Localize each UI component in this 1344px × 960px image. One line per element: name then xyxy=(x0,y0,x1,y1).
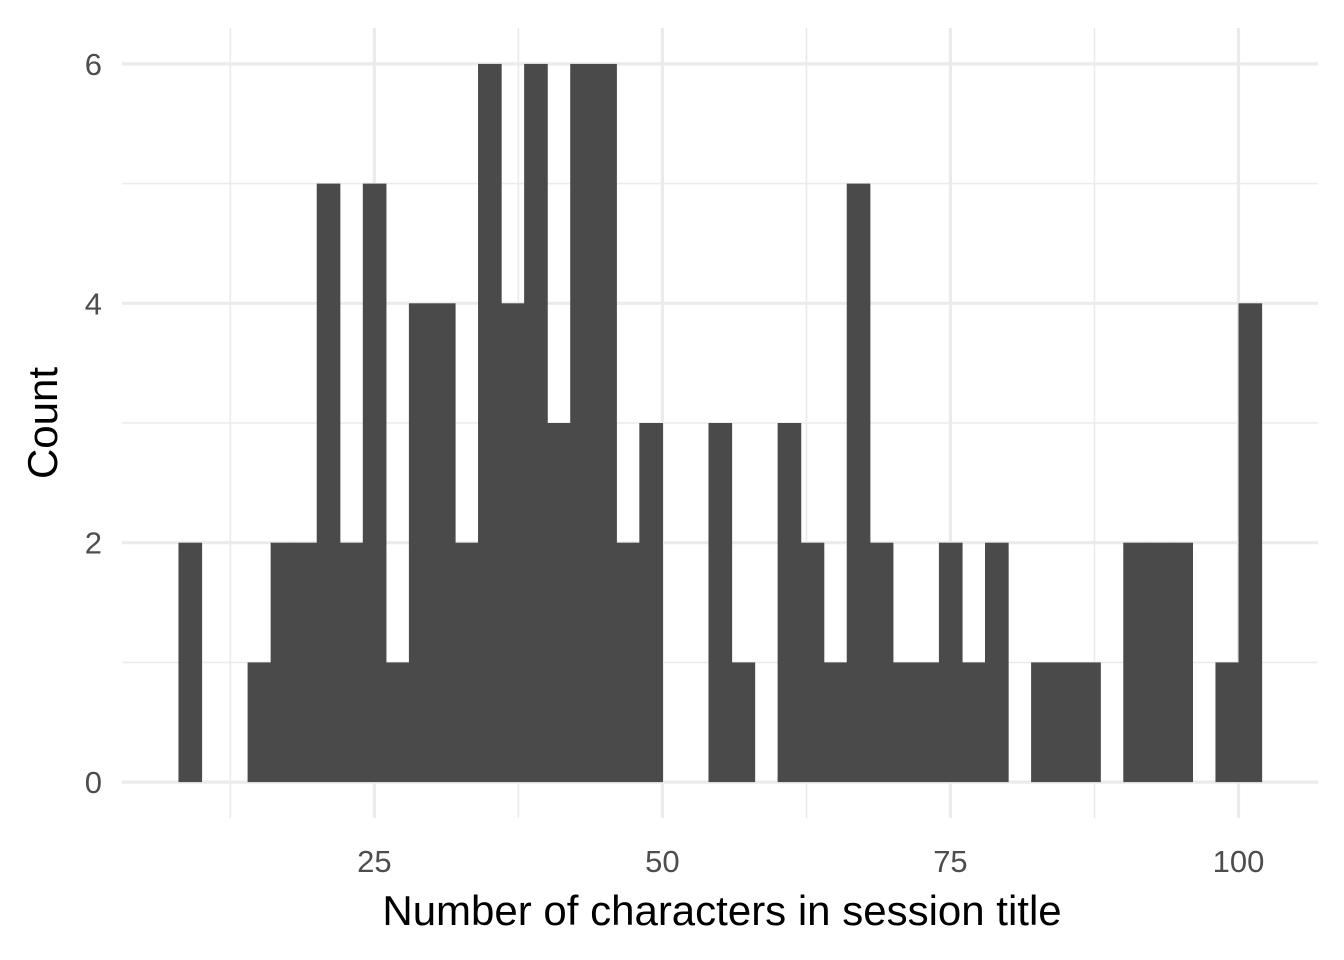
histogram-bar xyxy=(823,662,848,783)
histogram-bar xyxy=(1146,542,1170,783)
x-tick-label: 50 xyxy=(645,844,679,879)
histogram-bar xyxy=(961,662,986,783)
x-axis-title: Number of characters in session title xyxy=(382,887,1061,934)
histogram-bar xyxy=(524,63,548,783)
histogram-bar xyxy=(1031,662,1055,783)
histogram-bar xyxy=(777,423,802,783)
histogram-bar xyxy=(339,542,364,783)
histogram-bar xyxy=(593,63,617,783)
histogram-bar xyxy=(639,423,663,783)
histogram-bar xyxy=(985,542,1009,783)
histogram-bar xyxy=(800,542,825,783)
x-tick-label: 100 xyxy=(1213,844,1265,879)
histogram-bar xyxy=(385,662,410,783)
histogram-bar xyxy=(846,183,871,783)
histogram-bar xyxy=(616,542,640,783)
y-tick-label: 0 xyxy=(85,765,102,800)
histogram-bar xyxy=(362,183,387,783)
histogram-bar xyxy=(1215,662,1240,783)
histogram-bar xyxy=(270,542,295,783)
histogram-bar xyxy=(431,303,456,783)
histogram-bar xyxy=(501,303,525,783)
y-tick-label: 2 xyxy=(85,526,102,561)
histogram-bar xyxy=(1054,662,1078,783)
histogram-bar xyxy=(178,542,203,783)
histogram-bar xyxy=(454,542,479,783)
histogram-bar xyxy=(869,542,894,783)
histogram-bar xyxy=(293,542,318,783)
histogram-bar xyxy=(938,542,963,783)
histogram-bar xyxy=(731,662,756,783)
histogram-bar xyxy=(316,183,341,783)
x-axis-tick-labels: 25 50 75 100 xyxy=(357,844,1264,879)
histogram-bars xyxy=(178,63,1263,783)
histogram-bar xyxy=(478,63,502,783)
histogram-bar xyxy=(1238,303,1263,783)
y-axis-title: Count xyxy=(19,367,66,479)
y-tick-label: 4 xyxy=(85,286,102,321)
histogram-bar xyxy=(247,662,272,783)
histogram-bar xyxy=(408,303,433,783)
histogram-bar xyxy=(1169,542,1194,783)
histogram-bar xyxy=(547,423,571,783)
histogram-bar xyxy=(1123,542,1147,783)
histogram-bar xyxy=(892,662,917,783)
histogram-bar xyxy=(1077,662,1101,783)
y-axis-tick-labels: 0 2 4 6 xyxy=(85,47,102,800)
x-tick-label: 25 xyxy=(357,844,391,879)
histogram-bar xyxy=(570,63,594,783)
histogram-bar xyxy=(915,662,940,783)
histogram-bar xyxy=(708,423,733,783)
x-tick-label: 75 xyxy=(933,844,967,879)
y-tick-label: 6 xyxy=(85,47,102,82)
